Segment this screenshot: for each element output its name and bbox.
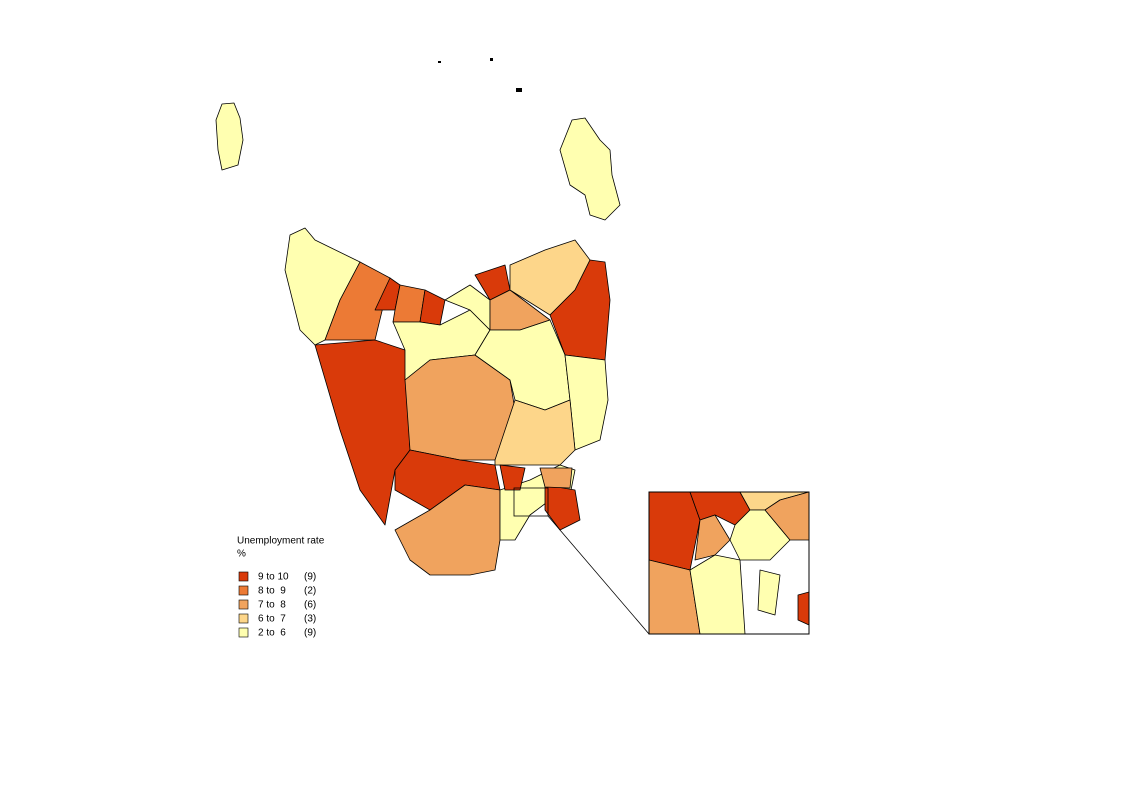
legend-count: (9): [304, 628, 316, 639]
legend: Unemployment rate % 9 to 10 (9) 8 to 9 (2) 7…: [237, 536, 325, 639]
legend-count: (2): [304, 586, 316, 597]
region: [649, 492, 701, 571]
legend-count: (9): [304, 572, 316, 583]
legend-label: 9 to 10: [258, 572, 289, 583]
legend-count: (3): [304, 614, 316, 625]
legend-label: 2 to 6: [258, 628, 286, 639]
islet: [438, 61, 441, 63]
legend-swatch: [238, 613, 249, 624]
inset-marker: [513, 487, 549, 517]
region: [539, 467, 573, 489]
region: [694, 514, 731, 561]
legend-label: 7 to 8: [258, 600, 286, 611]
region: [499, 464, 526, 491]
legend-swatch: [238, 571, 249, 582]
region: [689, 554, 746, 634]
inset-frame: [648, 491, 810, 635]
legend-title: Unemployment rate: [237, 536, 325, 547]
islet: [516, 88, 522, 92]
region: [757, 569, 781, 616]
legend-unit: %: [237, 549, 246, 560]
leader-line: [547, 515, 650, 635]
region: [544, 484, 581, 531]
region: [649, 559, 701, 634]
region: [494, 399, 576, 466]
inset: [649, 492, 809, 634]
region: [559, 117, 621, 221]
islet: [490, 58, 493, 61]
region: [797, 591, 809, 626]
region: [314, 339, 411, 526]
region: [215, 102, 244, 171]
legend-swatch: [238, 627, 249, 638]
legend-swatch: [238, 599, 249, 610]
region: [324, 261, 391, 341]
legend-label: 6 to 7: [258, 614, 286, 625]
regions: [215, 58, 621, 576]
legend-label: 8 to 9: [258, 586, 286, 597]
region: [764, 492, 809, 541]
region: [394, 484, 501, 576]
legend-count: (6): [304, 600, 316, 611]
region: [444, 284, 491, 331]
legend-swatch: [238, 585, 249, 596]
